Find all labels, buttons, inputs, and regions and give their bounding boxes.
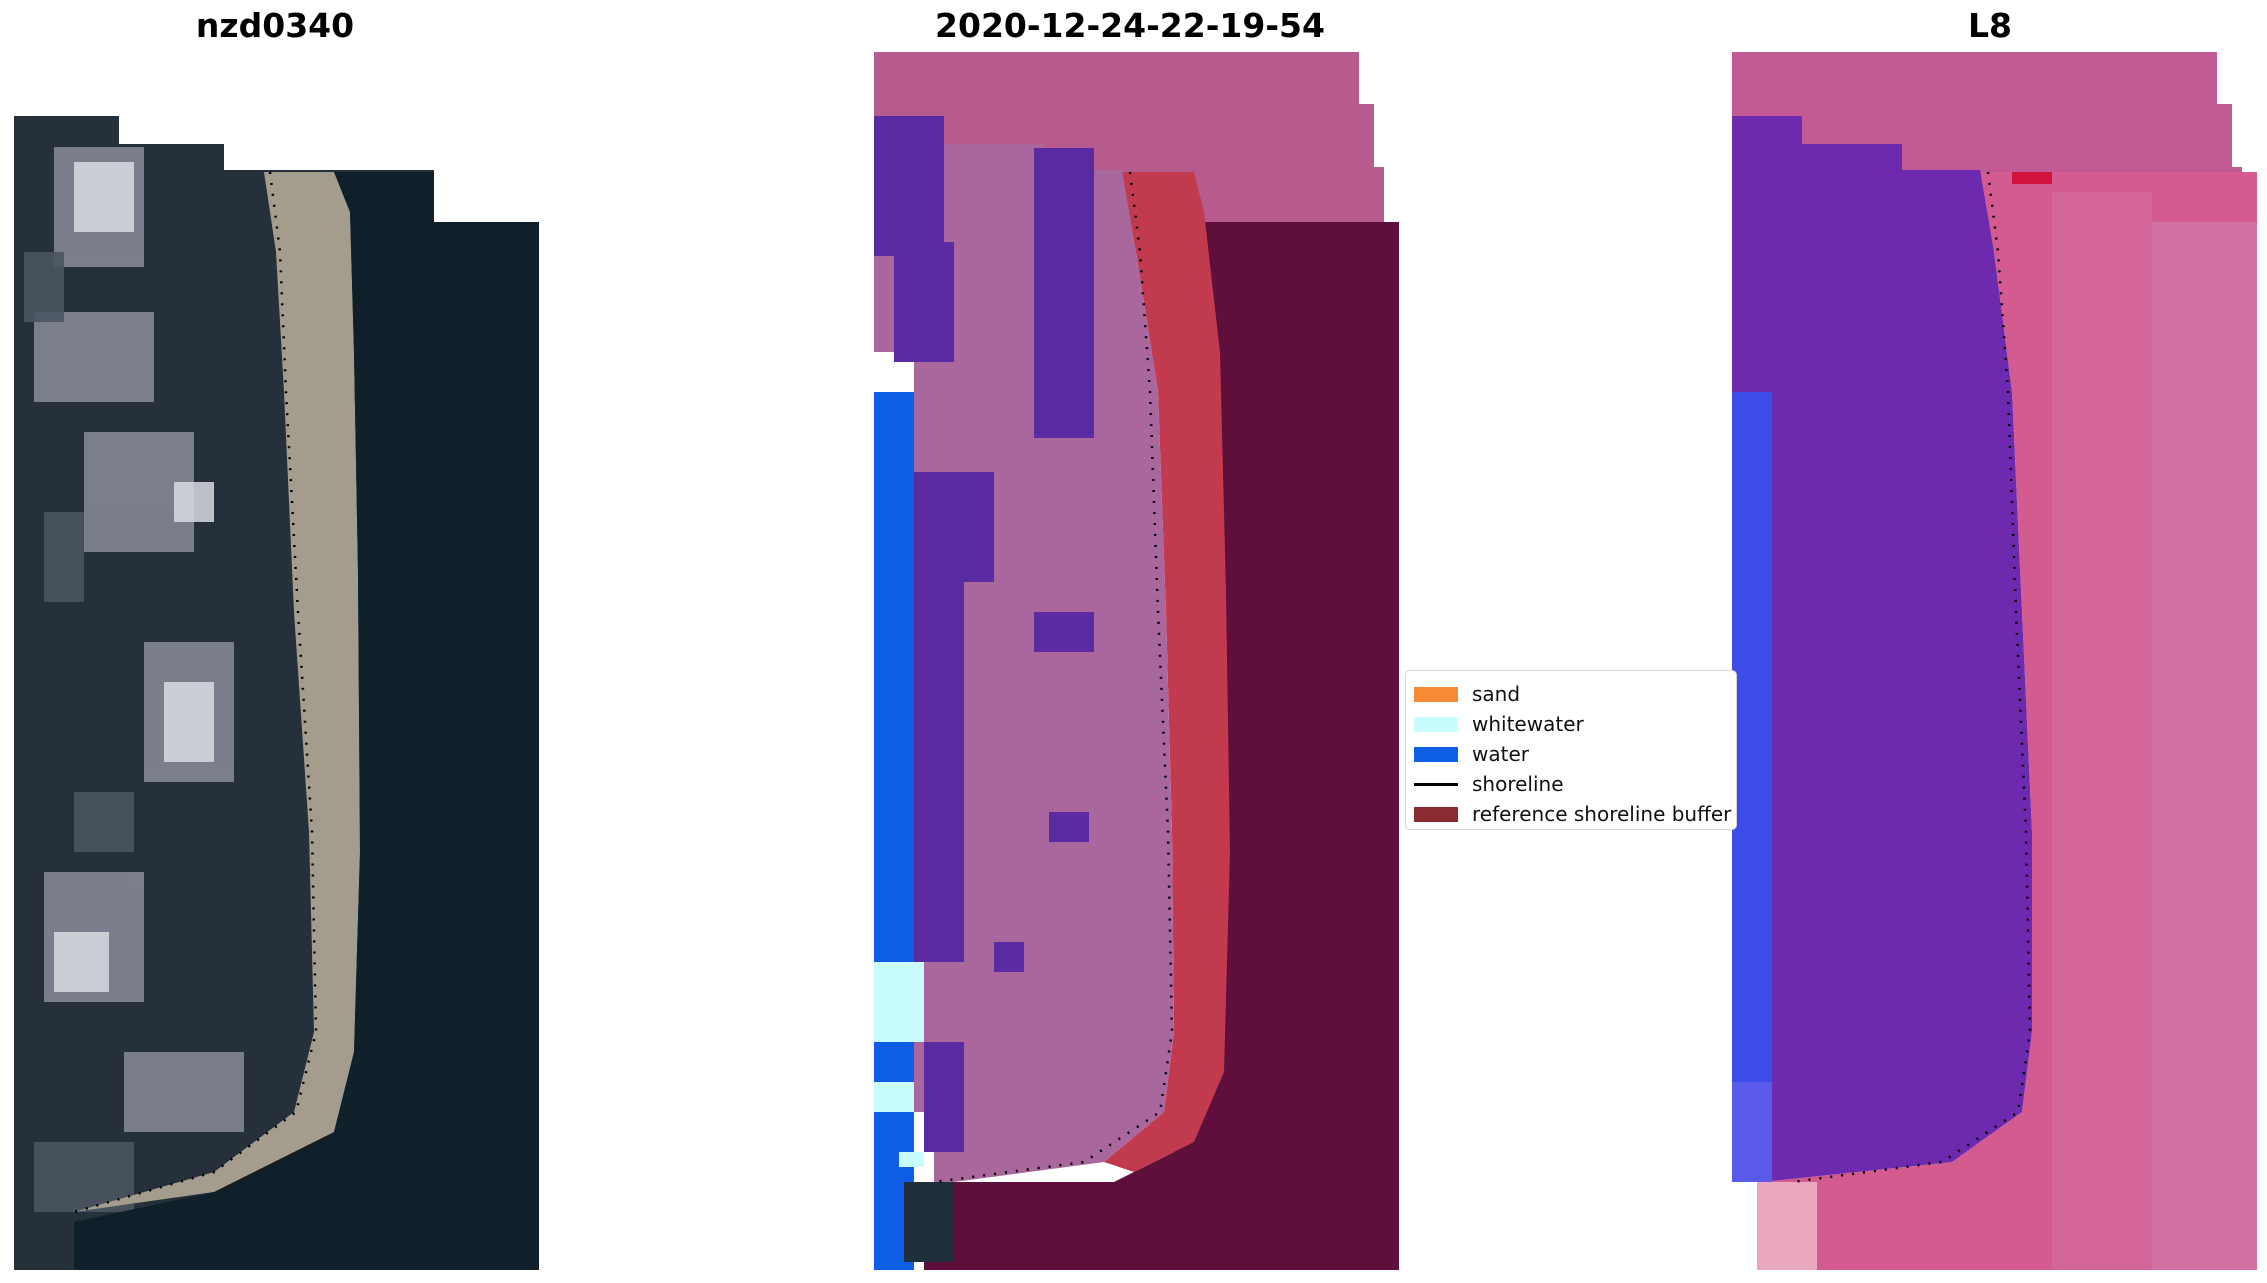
panel-title-2: 2020-12-24-22-19-54 — [935, 6, 1325, 45]
legend-label: reference shoreline buffer — [1472, 802, 1732, 826]
sand-swatch — [1414, 686, 1458, 702]
shoreline-line-swatch — [1414, 782, 1458, 786]
legend-label: shoreline — [1472, 772, 1564, 796]
legend-label: sand — [1472, 682, 1521, 706]
legend-item-shoreline: shoreline — [1406, 769, 1564, 799]
index-image — [1732, 52, 2257, 1270]
legend-item-whitewater: whitewater — [1406, 709, 1584, 739]
legend-item-sand: sand — [1406, 679, 1520, 709]
water-swatch — [1414, 746, 1458, 762]
legend: sand whitewater water shoreline referenc… — [1405, 670, 1737, 830]
whitewater-swatch — [1414, 716, 1458, 732]
satellite-rgb-image — [14, 52, 539, 1270]
panel-title-1: nzd0340 — [195, 6, 355, 45]
legend-item-water: water — [1406, 739, 1529, 769]
panel-title-3: L8 — [1968, 6, 2012, 45]
reference-buffer-swatch — [1414, 806, 1458, 822]
legend-label: water — [1472, 742, 1529, 766]
classified-image — [874, 52, 1399, 1270]
legend-item-reference-buffer: reference shoreline buffer — [1406, 799, 1731, 829]
legend-label: whitewater — [1472, 712, 1584, 736]
